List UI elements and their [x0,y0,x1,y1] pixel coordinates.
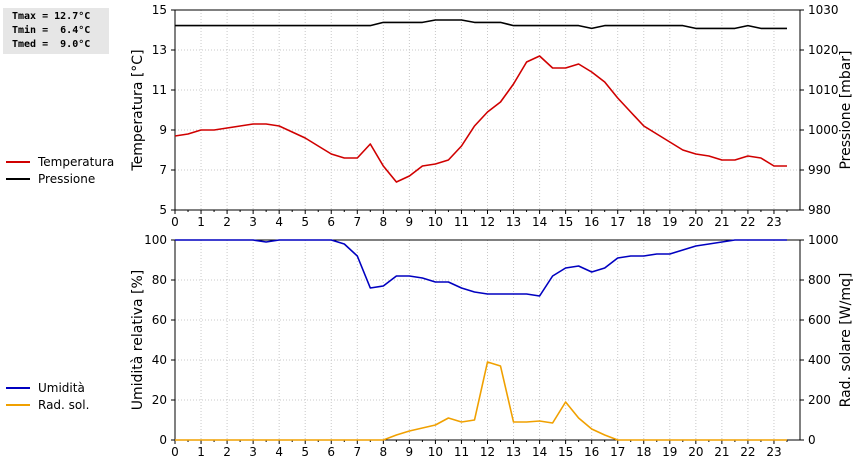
x-tick-label: 1 [197,445,205,459]
chart-panel-2: 0 1 2 3 4 5 6 7 8 9 10 11 12 13 14 15 16 17 18 19 20 21 22 2302… [6,233,854,459]
x-tick-label: 8 [380,215,388,229]
y-tick-label: 13 [152,43,167,57]
x-tick-label: 2 [223,445,231,459]
legend-label: Pressione [38,172,95,186]
plot-frame [174,239,801,441]
x-tick-label: 5 [301,445,309,459]
y2-tick-label: 400 [808,353,831,367]
x-tick-label: 5 [301,215,309,229]
y2-tick-label: 980 [808,203,831,217]
x-tick-label: 23 [766,445,781,459]
series-line-temperatura [174,55,787,183]
x-tick-label: 13 [506,445,521,459]
y2-axis-label: Rad. solare [W/mq] [838,273,854,408]
x-tick-label: 2 [223,215,231,229]
x-tick-label: 22 [740,215,755,229]
x-tick-label: 15 [558,445,573,459]
x-tick-label: 6 [327,215,335,229]
y-tick-label: 7 [159,163,167,177]
y-tick-label: 20 [152,393,167,407]
y2-tick-label: 1010 [808,83,839,97]
y2-axis-label: Pressione [mbar] [838,50,854,169]
x-tick-label: 6 [327,445,335,459]
x-tick-label: 4 [275,445,283,459]
x-tick-label: 14 [532,445,547,459]
x-tick-label: 18 [636,445,651,459]
x-tick-label: 17 [610,445,625,459]
x-tick-label: 19 [662,445,677,459]
y2-tick-label: 1000 [808,123,839,137]
x-tick-label: 1 [197,215,205,229]
x-tick-label: 12 [480,445,495,459]
x-tick-label: 14 [532,215,547,229]
x-tick-label: 12 [480,215,495,229]
x-tick-label: 7 [353,215,361,229]
x-tick-label: 23 [766,215,781,229]
y2-tick-label: 990 [808,163,831,177]
chart-panel-1: 0 1 2 3 4 5 6 7 8 9 10 11 12 13 14 15 16 17 18 19 20 21 22 2357… [6,3,854,229]
x-tick-label: 8 [380,445,388,459]
x-tick-label: 3 [249,445,257,459]
x-tick-label: 9 [406,445,414,459]
stats-tmed: Tmed = 9.0°C [12,39,91,50]
legend-label: Temperatura [37,155,114,169]
y2-tick-label: 800 [808,273,831,287]
y-tick-label: 40 [152,353,167,367]
x-tick-label: 20 [688,215,703,229]
stats-box: Tmax = 12.7°C Tmin = 6.4°C Tmed = 9.0°C [3,8,109,54]
y-tick-label: 80 [152,273,167,287]
x-tick-label: 16 [584,445,599,459]
y-tick-label: 11 [152,83,167,97]
x-tick-label: 4 [275,215,283,229]
y-tick-label: 100 [144,233,167,247]
series-line-umidit [175,239,787,297]
y2-tick-label: 1020 [808,43,839,57]
y2-tick-label: 600 [808,313,831,327]
y2-tick-label: 1030 [808,3,839,17]
series-line-pressione [175,19,787,30]
y-axis-label: Temperatura [°C] [130,49,146,171]
series-line-rad-sol [175,361,787,441]
y2-tick-label: 1000 [808,233,839,247]
y-axis-label: Umidità relativa [%] [130,270,146,411]
stats-tmax: Tmax = 12.7°C [12,11,91,22]
x-tick-label: 13 [506,215,521,229]
plot-frame [174,9,801,211]
x-tick-label: 22 [740,445,755,459]
y-tick-label: 5 [159,203,167,217]
y-tick-label: 0 [159,433,167,447]
y2-tick-label: 0 [808,433,816,447]
x-tick-label: 16 [584,215,599,229]
x-tick-label: 0 [171,215,179,229]
x-tick-label: 21 [714,215,729,229]
x-tick-label: 11 [454,215,469,229]
legend-label: Umidità [38,381,85,395]
x-tick-label: 21 [714,445,729,459]
x-tick-label: 3 [249,215,257,229]
legend-label: Rad. sol. [38,398,89,412]
x-tick-label: 10 [428,215,443,229]
x-tick-label: 10 [428,445,443,459]
y2-tick-label: 200 [808,393,831,407]
y-tick-label: 15 [152,3,167,17]
x-tick-label: 20 [688,445,703,459]
stats-tmin: Tmin = 6.4°C [12,25,91,36]
x-tick-label: 7 [353,445,361,459]
y-tick-label: 60 [152,313,167,327]
x-tick-label: 17 [610,215,625,229]
x-tick-label: 15 [558,215,573,229]
x-tick-label: 11 [454,445,469,459]
x-tick-label: 9 [406,215,414,229]
x-tick-label: 19 [662,215,677,229]
y-tick-label: 9 [159,123,167,137]
x-tick-label: 0 [171,445,179,459]
x-tick-label: 18 [636,215,651,229]
